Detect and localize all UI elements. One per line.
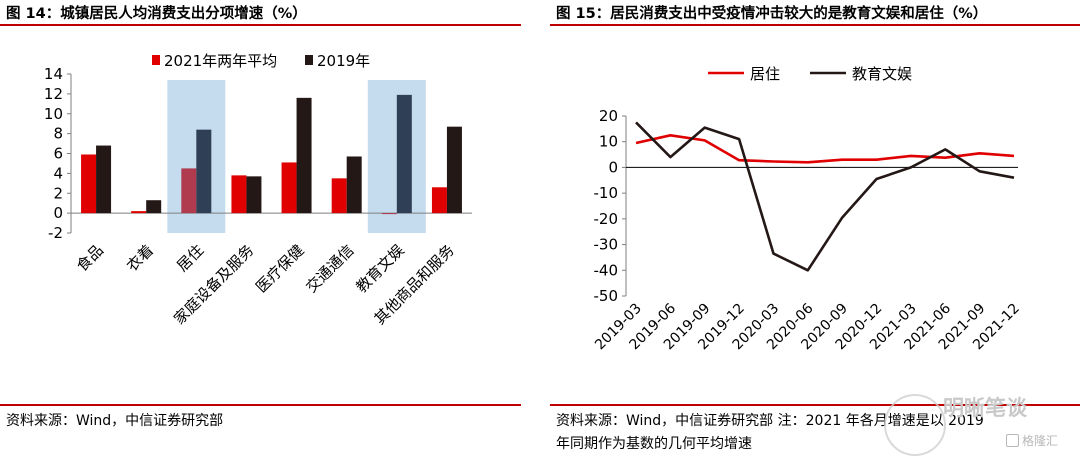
left-chart-title: 图 14：城镇居民人均消费支出分项增速（%）	[6, 6, 307, 22]
bar-2019	[346, 156, 362, 214]
y-tick-label: -50	[594, 287, 619, 305]
watermark-logo	[884, 394, 946, 456]
y-tick-label: -20	[594, 210, 619, 228]
y-tick-label: 0	[53, 204, 63, 222]
right-title-rule	[550, 24, 1080, 26]
x-tick-label: 居住	[173, 241, 207, 275]
bar-avg2021	[331, 178, 347, 214]
left-source-rule	[0, 404, 521, 406]
y-tick-label: 2	[53, 184, 63, 202]
bar-avg2021	[181, 168, 197, 214]
housing-line	[635, 134, 1015, 164]
y-tick-label: 12	[44, 85, 63, 103]
watermark-sub-text: 格隆汇	[1022, 434, 1059, 448]
bar-avg2021	[431, 187, 447, 214]
y-tick-label: -40	[594, 261, 619, 279]
y-tick-label: -30	[594, 236, 619, 254]
y-tick-label: 8	[53, 125, 63, 143]
y-tick-label: 4	[53, 164, 63, 182]
bar-2019	[96, 145, 112, 214]
y-tick-label: 10	[44, 105, 63, 123]
right-chart-title: 图 15：居民消费支出中受疫情冲击较大的是教育文娱和居住（%）	[556, 6, 988, 22]
bar-2019	[296, 97, 312, 214]
y-tick-label: 20	[599, 107, 618, 125]
right-source-note-line2: 年同期作为基数的几何平均增速	[556, 436, 752, 452]
bar-avg2021	[81, 154, 97, 214]
y-tick-label: 6	[53, 145, 63, 163]
bar-avg2021	[231, 175, 247, 214]
y-tick-label: -2	[48, 224, 63, 242]
right-source-note-line1: 资料来源：Wind，中信证券研究部 注：2021 年各月增速是以 2019	[556, 413, 984, 429]
x-tick-label: 交通通信	[302, 241, 357, 296]
bar-2019	[196, 129, 212, 214]
x-tick-label: 食品	[73, 241, 107, 275]
legend-label: 教育文娱	[852, 65, 912, 83]
bar-avg2021	[131, 211, 147, 214]
y-tick-label: -10	[594, 184, 619, 202]
left-title-rule	[0, 24, 521, 26]
legend-label: 2019年	[317, 52, 370, 70]
bar-avg2021	[281, 162, 297, 214]
y-tick-label: 0	[608, 158, 618, 176]
education-line	[635, 121, 1015, 272]
bar-2019	[246, 176, 262, 214]
legend-label: 居住	[750, 65, 780, 83]
legend-swatch	[152, 55, 160, 65]
bar-2019	[446, 126, 462, 214]
left-source-note: 资料来源：Wind，中信证券研究部	[6, 413, 224, 429]
legend-swatch	[305, 55, 313, 65]
x-tick-label: 医疗保健	[252, 241, 307, 296]
y-tick-label: 10	[599, 133, 618, 151]
bar-2019	[396, 94, 412, 214]
legend-label: 2021年两年平均	[164, 52, 277, 70]
bar-avg2021	[381, 213, 397, 215]
y-tick-label: 14	[44, 65, 63, 83]
bar-2019	[146, 200, 162, 214]
watermark-sub-icon	[1006, 434, 1019, 447]
right-source-rule	[550, 404, 1080, 406]
watermark-text: 明晰笔谈	[943, 396, 1027, 420]
x-tick-label: 衣着	[123, 241, 157, 275]
